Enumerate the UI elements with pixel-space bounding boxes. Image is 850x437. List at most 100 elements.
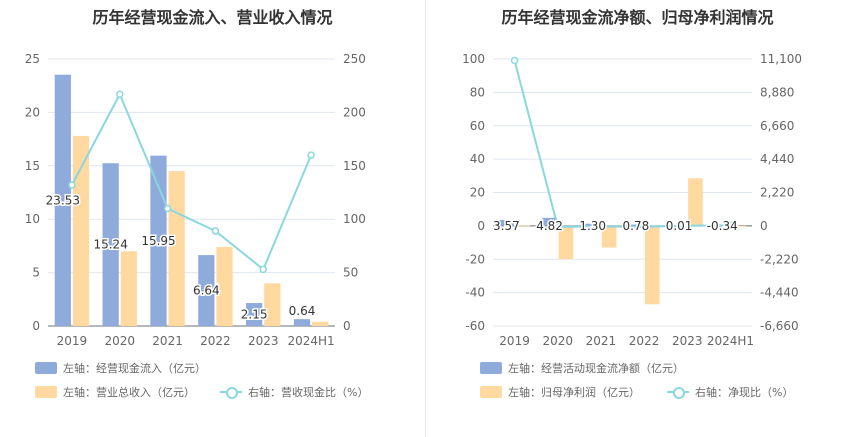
- left-data-label: 0.64: [289, 304, 316, 318]
- left-bar-series1: [54, 74, 71, 326]
- left-ytick-right: 100: [343, 212, 366, 226]
- left-bar-series1: [246, 303, 263, 326]
- left-ytick-left: 25: [25, 52, 40, 66]
- left-data-label: 6.64: [193, 284, 220, 298]
- left-ytick-left: 20: [25, 105, 40, 119]
- left-ytick-left: 15: [25, 159, 40, 173]
- right-legend-label-bar1: 左轴：经营活动现金流净额（亿元）: [508, 362, 684, 375]
- right-legend-item-bar2[interactable]: 左轴：归母净利润（亿元）: [480, 384, 640, 400]
- left-chart-panel: 历年经营现金流入、营业收入情况 0 5 10 15 20 25 0 50 100 150 200 25…: [25, 8, 368, 400]
- left-xtick-label: 2024H1: [287, 334, 334, 348]
- left-bar-series2: [312, 321, 329, 326]
- right-data-label: 0.01: [666, 219, 693, 233]
- right-xtick-label: 2022: [629, 334, 660, 348]
- legend-swatch-orange: [35, 386, 57, 398]
- right-line-point: [683, 222, 691, 230]
- left-bar-series2: [168, 171, 185, 326]
- right-legend-label-bar2: 左轴：归母净利润（亿元）: [508, 386, 640, 399]
- right-line-point: [597, 222, 605, 231]
- left-legend-label-bar2: 左轴：营业总收入（亿元）: [63, 386, 195, 399]
- right-ytick-right: 11,100: [760, 52, 802, 66]
- left-ytick-right: 150: [343, 159, 366, 173]
- left-legend-label-line: 右轴：营收现金比（%）: [248, 386, 369, 399]
- right-bar-series2: [515, 225, 531, 227]
- left-line-point: [211, 227, 220, 235]
- right-data-label: 1.30: [579, 219, 606, 233]
- left-legend-item-bar1[interactable]: 左轴：经营现金流入（亿元）: [35, 360, 206, 376]
- left-xtick-label: 2019: [57, 334, 88, 348]
- left-line-series: [71, 91, 313, 272]
- right-legend-label-line: 右轴：净现比（%）: [695, 386, 794, 399]
- left-line-point: [116, 90, 124, 98]
- right-ytick-right: -2,220: [760, 252, 799, 266]
- left-bar-series1: [102, 163, 119, 326]
- legend-line-marker-icon: [220, 386, 242, 399]
- right-ytick-left: 100: [462, 52, 485, 66]
- right-bar-series1: [499, 219, 514, 226]
- right-ytick-left: -60: [465, 319, 485, 333]
- left-bar-series1: [293, 319, 311, 326]
- right-ytick-right: 8,880: [760, 85, 794, 99]
- legend-swatch-orange: [480, 386, 502, 398]
- left-chart-title: 历年经营现金流入、营业收入情况: [92, 8, 333, 27]
- right-ytick-left: -20: [465, 252, 485, 266]
- right-xtick-label: 2024H1: [707, 334, 754, 348]
- right-ytick-right: 4,440: [760, 152, 794, 166]
- right-ytick-left: -40: [465, 286, 485, 300]
- right-ytick-right: -4,440: [760, 286, 799, 300]
- right-ytick-left: 0: [477, 219, 485, 233]
- left-ytick-left: 0: [32, 319, 40, 333]
- right-legend-item-line[interactable]: 右轴：净现比（%）: [667, 384, 793, 400]
- left-data-label: 15.95: [141, 234, 175, 248]
- right-data-label: 4.82: [536, 219, 563, 233]
- right-line-series: [513, 60, 731, 228]
- right-data-label: -0.34: [707, 219, 738, 233]
- left-xtick-label: 2020: [104, 334, 135, 348]
- right-chart-svg: 100 80 60 40 20 0 -20 -40 -60 11,100 8,880 6,660 4,4…: [462, 52, 802, 348]
- right-ytick-left: 60: [470, 119, 485, 133]
- left-data-label: 23.53: [46, 193, 80, 207]
- left-bar-series2: [264, 283, 281, 326]
- left-legend-item-line[interactable]: 右轴：营收现金比（%）: [220, 384, 368, 400]
- right-legend-item-bar1[interactable]: 左轴：经营活动现金流净额（亿元）: [480, 360, 684, 376]
- left-bar-series1: [198, 255, 215, 326]
- right-ytick-right: 0: [760, 219, 768, 233]
- legend-swatch-blue: [480, 362, 502, 374]
- left-xtick-label: 2021: [152, 334, 183, 348]
- right-ytick-right: 6,660: [760, 119, 794, 133]
- left-data-label: 15.24: [93, 238, 127, 252]
- right-bar-series2: [601, 225, 617, 248]
- right-bar-series2: [731, 225, 746, 227]
- right-line-point: [640, 223, 648, 231]
- right-bar-series2: [644, 225, 660, 305]
- left-legend-item-bar2[interactable]: 左轴：营业总收入（亿元）: [35, 384, 195, 400]
- right-ytick-left: 20: [470, 186, 485, 200]
- right-line-point: [554, 223, 562, 231]
- panel-divider: [425, 0, 426, 437]
- left-ytick-left: 5: [32, 266, 40, 280]
- left-ytick-right: 250: [343, 52, 366, 66]
- left-xtick-label: 2023: [248, 334, 279, 348]
- left-xtick-label: 2022: [200, 334, 231, 348]
- right-data-label: 0.78: [623, 219, 650, 233]
- left-line-point: [68, 181, 76, 189]
- left-bar-series2: [216, 246, 233, 326]
- right-bar-series2: [688, 178, 703, 226]
- right-xtick-label: 2023: [672, 334, 703, 348]
- left-ytick-right: 200: [343, 105, 366, 119]
- right-ytick-right: 2,220: [760, 186, 794, 200]
- left-ytick-left: 10: [25, 212, 40, 226]
- left-line-point: [163, 204, 172, 213]
- right-ytick-left: 80: [470, 85, 485, 99]
- left-line-point: [259, 265, 267, 274]
- right-bar-series1: [628, 224, 644, 226]
- left-bar-series2: [72, 135, 90, 326]
- legend-line-marker-icon: [667, 386, 689, 399]
- left-data-label: 2.15: [241, 308, 268, 322]
- right-chart-title: 历年经营现金流净额、归母净利润情况: [501, 8, 774, 27]
- right-bar-series1: [585, 223, 601, 226]
- right-line-point: [510, 56, 519, 65]
- right-ytick-right: -6,660: [760, 319, 799, 333]
